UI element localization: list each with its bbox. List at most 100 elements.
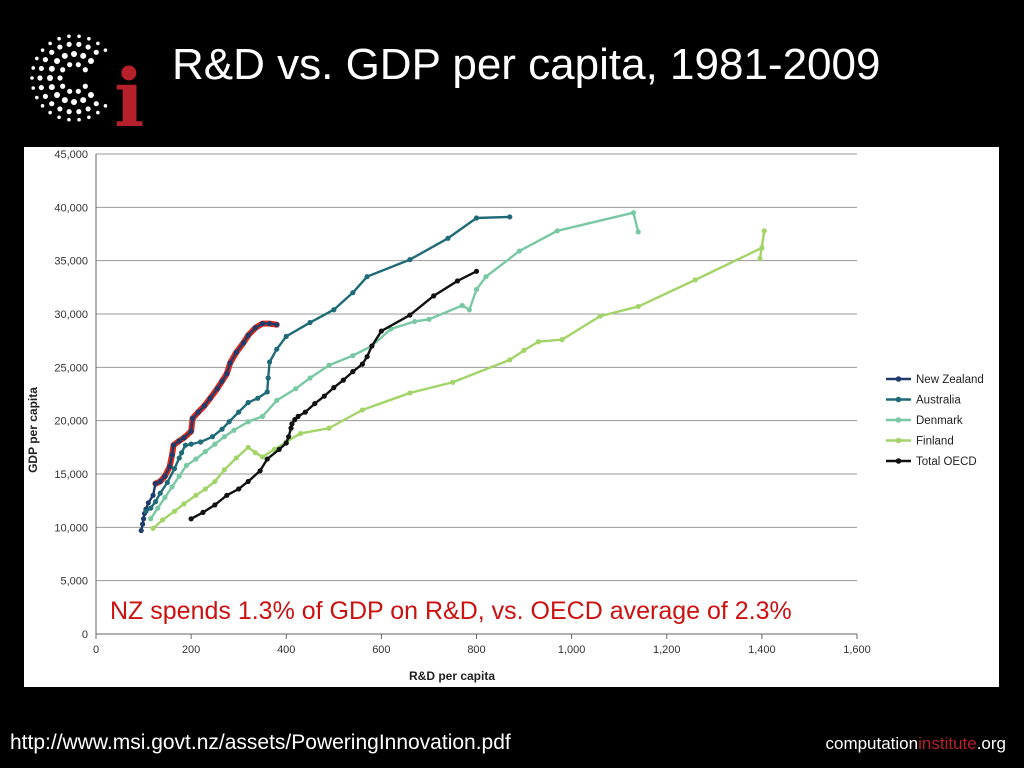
logo-dot-58: [96, 41, 100, 46]
logo-dot-39: [103, 104, 108, 108]
point-total-oecd: [359, 361, 365, 367]
point-finland: [171, 508, 178, 514]
point-australia: [219, 426, 225, 432]
point-total-oecd: [188, 516, 194, 522]
point-finland: [450, 379, 456, 385]
logo-dot-51: [35, 56, 39, 61]
legend-item-total-oecd: Total OECD: [886, 456, 977, 468]
point-finland: [507, 357, 513, 363]
point-finland: [221, 467, 228, 473]
point-total-oecd: [454, 278, 461, 284]
brand-part-computation: computation: [825, 734, 919, 753]
point-finland: [297, 430, 304, 437]
point-total-oecd: [288, 425, 294, 431]
point-denmark: [635, 229, 641, 235]
point-finland: [212, 478, 218, 485]
series-denmark: [148, 210, 641, 522]
point-finland: [559, 337, 565, 343]
series-group: [138, 210, 767, 534]
line-chart: 0 5,000 10,000 15,000 20,000 25,000 30,000 35,0…: [26, 149, 984, 683]
point-new-zealand: [157, 478, 163, 485]
point-total-oecd: [431, 293, 437, 299]
brand-part-org: .org: [976, 734, 1006, 753]
logo-dot-52: [40, 48, 45, 52]
logo-dot-59: [103, 48, 108, 52]
logo-dot-10: [80, 97, 87, 104]
point-australia: [350, 290, 356, 296]
chart-panel: 0 5,000 10,000 15,000 20,000 25,000 30,000 35,0…: [24, 147, 999, 687]
y-tick-label: 40,000: [54, 202, 88, 214]
logo-dot-47: [35, 95, 39, 100]
point-new-zealand: [167, 463, 173, 470]
point-denmark: [350, 353, 356, 359]
logo-dot-53: [48, 41, 52, 46]
point-denmark: [412, 318, 418, 325]
series-finland: [150, 228, 767, 531]
point-australia: [331, 307, 337, 313]
point-denmark: [221, 434, 228, 440]
point-denmark: [155, 505, 161, 511]
logo-dot-44: [57, 115, 61, 120]
logo-dot-8: [82, 67, 88, 73]
legend-label: Finland: [916, 436, 954, 448]
point-australia: [245, 399, 251, 406]
point-australia: [182, 442, 189, 448]
point-total-oecd: [350, 369, 356, 375]
logo-dot-24: [76, 109, 82, 115]
series-total-oecd: [188, 268, 480, 522]
logo-dot-15: [47, 75, 53, 81]
point-new-zealand: [219, 378, 225, 384]
logo-dot-13: [54, 91, 61, 98]
point-finland: [202, 486, 208, 492]
legend-marker: [895, 376, 902, 382]
point-finland: [757, 255, 763, 262]
logo-dot-27: [49, 101, 55, 107]
point-new-zealand: [267, 321, 273, 327]
point-australia: [255, 395, 261, 401]
logo-dot-21: [87, 58, 94, 65]
point-total-oecd: [286, 434, 292, 440]
point-new-zealand: [145, 500, 151, 506]
logo-dot-34: [57, 44, 63, 50]
y-tick-label: 35,000: [54, 256, 88, 268]
logo-dot-14: [48, 84, 55, 91]
point-total-oecd: [321, 393, 327, 399]
point-total-oecd: [378, 328, 384, 334]
logo-dot-18: [61, 52, 68, 59]
point-australia: [164, 479, 170, 486]
point-australia: [143, 508, 149, 514]
legend-marker: [895, 437, 902, 444]
logo-dot-5: [60, 67, 66, 73]
logo-dot-48: [31, 86, 36, 90]
point-finland: [535, 339, 541, 345]
computation-institute-logo: i: [30, 34, 144, 134]
point-denmark: [212, 441, 218, 447]
point-denmark: [293, 386, 299, 392]
logo-dot-23: [85, 106, 91, 112]
chart-legend: New Zealand Australia Denmark Finland Total …: [886, 374, 984, 468]
point-new-zealand: [245, 332, 251, 338]
point-denmark: [245, 419, 251, 425]
point-total-oecd: [331, 385, 337, 391]
point-australia: [198, 439, 204, 445]
legend-item-australia: Australia: [886, 395, 961, 407]
slide-title: R&D vs. GDP per capita, 1981-2009: [172, 40, 881, 89]
logo-dot-36: [76, 41, 82, 47]
point-finland: [761, 228, 767, 234]
point-new-zealand: [188, 428, 194, 434]
point-australia: [507, 214, 513, 220]
point-new-zealand: [233, 349, 239, 355]
logo-dot-45: [48, 110, 52, 115]
logo-dot-12: [61, 97, 68, 104]
legend-label: Australia: [916, 395, 961, 407]
y-tick-label: 45,000: [54, 149, 88, 161]
source-url[interactable]: http://www.msi.govt.nz/assets/PoweringIn…: [10, 731, 511, 754]
logo-dot-26: [57, 106, 63, 112]
logo-dot-57: [87, 36, 91, 41]
point-total-oecd: [276, 446, 282, 453]
x-tick-label: 1,400: [748, 644, 776, 656]
legend-marker: [895, 417, 902, 423]
point-new-zealand: [214, 386, 220, 392]
point-total-oecd: [224, 492, 230, 498]
brand-wordmark: computationinstitute.org: [825, 734, 1006, 754]
